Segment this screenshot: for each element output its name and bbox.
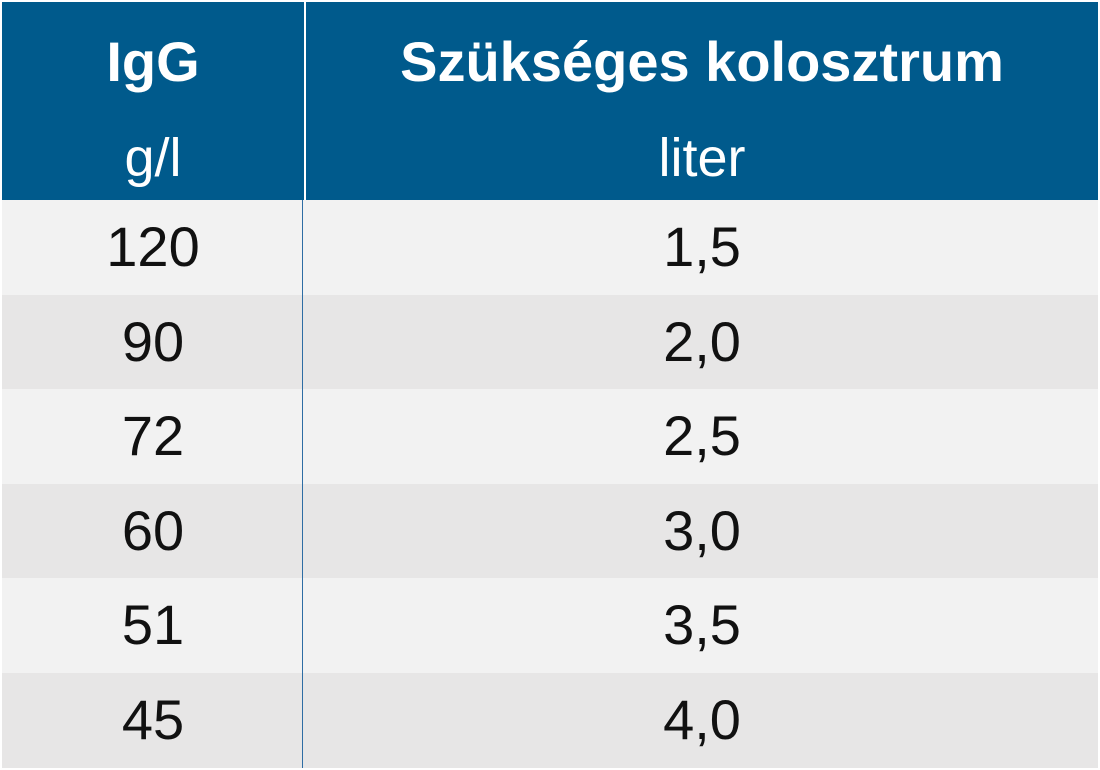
cell-liter: 2,0 <box>663 309 741 373</box>
cell-igg: 90 <box>121 309 185 373</box>
header-cell-igg: IgG g/l <box>2 2 304 200</box>
cell-liter: 1,5 <box>663 215 741 278</box>
header-column-divider <box>304 2 306 200</box>
table-header: IgG g/l Szükséges kolosztrum liter <box>2 2 1098 200</box>
table-row: 120 1,5 <box>2 200 1098 295</box>
cell-igg: 45 <box>121 687 185 751</box>
header-igg-title: IgG <box>106 30 200 93</box>
cell-liter: 4,0 <box>663 687 741 751</box>
cell-igg: 60 <box>121 498 185 562</box>
cell-liter: 2,5 <box>663 404 741 468</box>
cell-igg: 120 <box>106 215 200 278</box>
cell-liter: 3,0 <box>663 498 741 562</box>
table-row: 51 3,5 <box>2 578 1098 673</box>
cell-igg: 51 <box>121 593 185 657</box>
cell-igg: 72 <box>121 404 185 468</box>
cell-liter: 3,5 <box>663 593 741 657</box>
table-row: 45 4,0 <box>2 672 1098 768</box>
header-colostrum-title: Szükséges kolosztrum <box>400 30 1004 93</box>
body-column-divider <box>302 200 303 768</box>
table-row: 60 3,0 <box>2 483 1098 579</box>
table-row: 90 2,0 <box>2 294 1098 390</box>
header-colostrum-unit: liter <box>658 128 746 188</box>
table-row: 72 2,5 <box>2 389 1098 484</box>
header-cell-colostrum: Szükséges kolosztrum liter <box>306 2 1098 200</box>
header-igg-unit: g/l <box>124 128 182 188</box>
table-body: 120 1,5 90 2,0 72 2,5 60 3,0 51 3,5 45 4… <box>2 200 1098 768</box>
